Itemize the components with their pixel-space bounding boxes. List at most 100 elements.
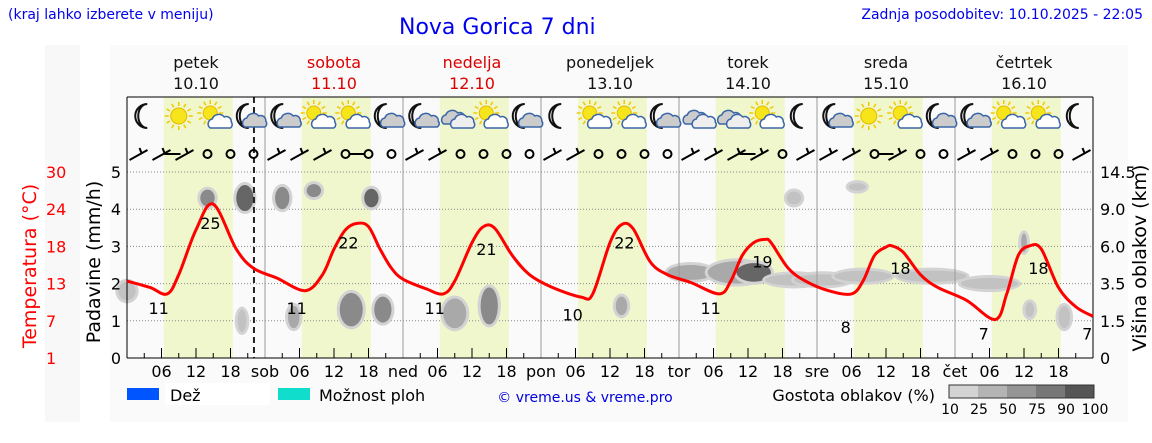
wind-calm bbox=[202, 149, 213, 159]
density-level-label: 25 bbox=[970, 402, 988, 418]
temp-label: 11 bbox=[700, 299, 720, 318]
cloud-shape bbox=[725, 113, 752, 129]
cloud-height-tick: 0 bbox=[1100, 349, 1110, 368]
x-tick-label: 12 bbox=[738, 362, 758, 381]
sun-cloud-icon bbox=[990, 100, 1027, 129]
day-name: torek bbox=[727, 53, 769, 72]
x-tick-label: 18 bbox=[220, 362, 240, 381]
sun-ray bbox=[856, 120, 861, 124]
sun-ray bbox=[352, 101, 356, 106]
precip-tick: 0 bbox=[111, 349, 121, 368]
rain-legend-swatch bbox=[127, 388, 159, 400]
sun-disc bbox=[170, 107, 188, 125]
sun-ray bbox=[336, 105, 341, 110]
sun-ray bbox=[171, 124, 175, 129]
sun-cloud-icon bbox=[887, 100, 923, 129]
wind-barb-tick bbox=[1081, 147, 1086, 154]
sun-ray bbox=[904, 101, 908, 106]
wind-barb bbox=[543, 149, 562, 161]
cloud-shape bbox=[966, 112, 992, 128]
sun-ray bbox=[578, 116, 583, 121]
x-tick-label: 18 bbox=[358, 362, 378, 381]
sun-ray bbox=[198, 116, 203, 121]
day-date: 15.10 bbox=[863, 74, 909, 93]
wind-barb bbox=[750, 149, 769, 161]
sun-icon bbox=[854, 102, 883, 130]
last-updated: Zadnja posodobitev: 10.10.2025 - 22:05 bbox=[861, 7, 1143, 23]
density-level-label: 75 bbox=[1028, 402, 1046, 418]
cloud-shape bbox=[897, 113, 923, 129]
moon-shape bbox=[822, 103, 836, 129]
moon-cloud-icon bbox=[408, 103, 440, 129]
x-tick-label: 06 bbox=[979, 362, 999, 381]
wind-calm bbox=[1007, 149, 1018, 159]
sun-cloud-icon bbox=[473, 100, 509, 129]
sun-cloud-icon bbox=[611, 100, 647, 129]
x-tick-label: 12 bbox=[462, 362, 482, 381]
wind-calm bbox=[593, 149, 604, 159]
cloud-blob-core bbox=[443, 298, 467, 329]
temp-label: 11 bbox=[286, 299, 306, 318]
moon-cloud-icon bbox=[649, 103, 682, 129]
wind-barb-tick bbox=[989, 147, 994, 154]
cloud-height-tick: 6.0 bbox=[1100, 237, 1125, 256]
cloud-shape bbox=[1035, 113, 1061, 129]
sun-ray bbox=[217, 105, 222, 110]
temp-label: 22 bbox=[614, 233, 634, 252]
precip-tick: 2 bbox=[111, 275, 121, 294]
density-level-label: 90 bbox=[1057, 402, 1075, 418]
wind-barb bbox=[1072, 149, 1091, 161]
wind-barb-tick bbox=[966, 147, 971, 154]
cloud-blob-core bbox=[786, 191, 802, 205]
wind-calm bbox=[616, 149, 627, 159]
daylight-band bbox=[991, 97, 1061, 358]
sun-ray bbox=[302, 105, 307, 110]
cloud-shape bbox=[621, 113, 647, 129]
sun-ray bbox=[856, 108, 861, 112]
wind-barb-tick bbox=[828, 147, 833, 154]
wind-barb-tick bbox=[414, 147, 419, 154]
x-tick-label: 06 bbox=[565, 362, 585, 381]
page-title: Nova Gorica 7 dni bbox=[399, 15, 596, 40]
cloud-shape bbox=[449, 113, 476, 129]
cloud-blob-core bbox=[834, 270, 892, 282]
moon-icon bbox=[1065, 103, 1079, 129]
sun-ray bbox=[1026, 116, 1031, 121]
cloud-blob-core bbox=[288, 305, 300, 329]
density-level-label: 100 bbox=[1082, 402, 1109, 418]
wind-barb bbox=[819, 149, 838, 161]
sun-ray bbox=[612, 116, 617, 121]
wind-barb bbox=[129, 149, 148, 161]
temp-label: 22 bbox=[338, 233, 358, 252]
wind-barb bbox=[428, 149, 447, 161]
x-tick-label: 18 bbox=[910, 362, 930, 381]
day-name: sobota bbox=[307, 53, 361, 72]
sun-ray bbox=[578, 105, 583, 110]
cloud-blob-core bbox=[237, 309, 247, 332]
temp-tick: 18 bbox=[46, 237, 66, 256]
sun-ray bbox=[1042, 101, 1046, 106]
sun-ray bbox=[755, 120, 759, 125]
sun-ray bbox=[582, 120, 586, 125]
wind-barb-tick bbox=[552, 147, 557, 154]
sun-ray bbox=[166, 120, 171, 124]
moon-cloud-icon bbox=[235, 103, 268, 129]
density-level-label: 50 bbox=[999, 402, 1017, 418]
cloud-blob-core bbox=[275, 186, 290, 210]
cloud-density-legend-label: Gostota oblakov (%) bbox=[772, 386, 935, 405]
day-date: 11.10 bbox=[311, 74, 357, 93]
cloud-icon bbox=[440, 109, 476, 129]
sun-ray bbox=[1026, 105, 1031, 110]
sun-ray bbox=[582, 101, 586, 106]
wind-barb bbox=[796, 149, 815, 161]
wind-calm bbox=[1053, 149, 1064, 159]
moon-cloud-icon bbox=[960, 103, 992, 129]
sun-ray bbox=[750, 105, 755, 110]
cloud-shape bbox=[379, 112, 406, 128]
sun-ray bbox=[593, 101, 597, 106]
sun-ray bbox=[183, 124, 187, 129]
sun-ray bbox=[996, 120, 1000, 125]
cloud-height-tick: 1.5 bbox=[1100, 312, 1125, 331]
sun-ray bbox=[877, 108, 882, 112]
